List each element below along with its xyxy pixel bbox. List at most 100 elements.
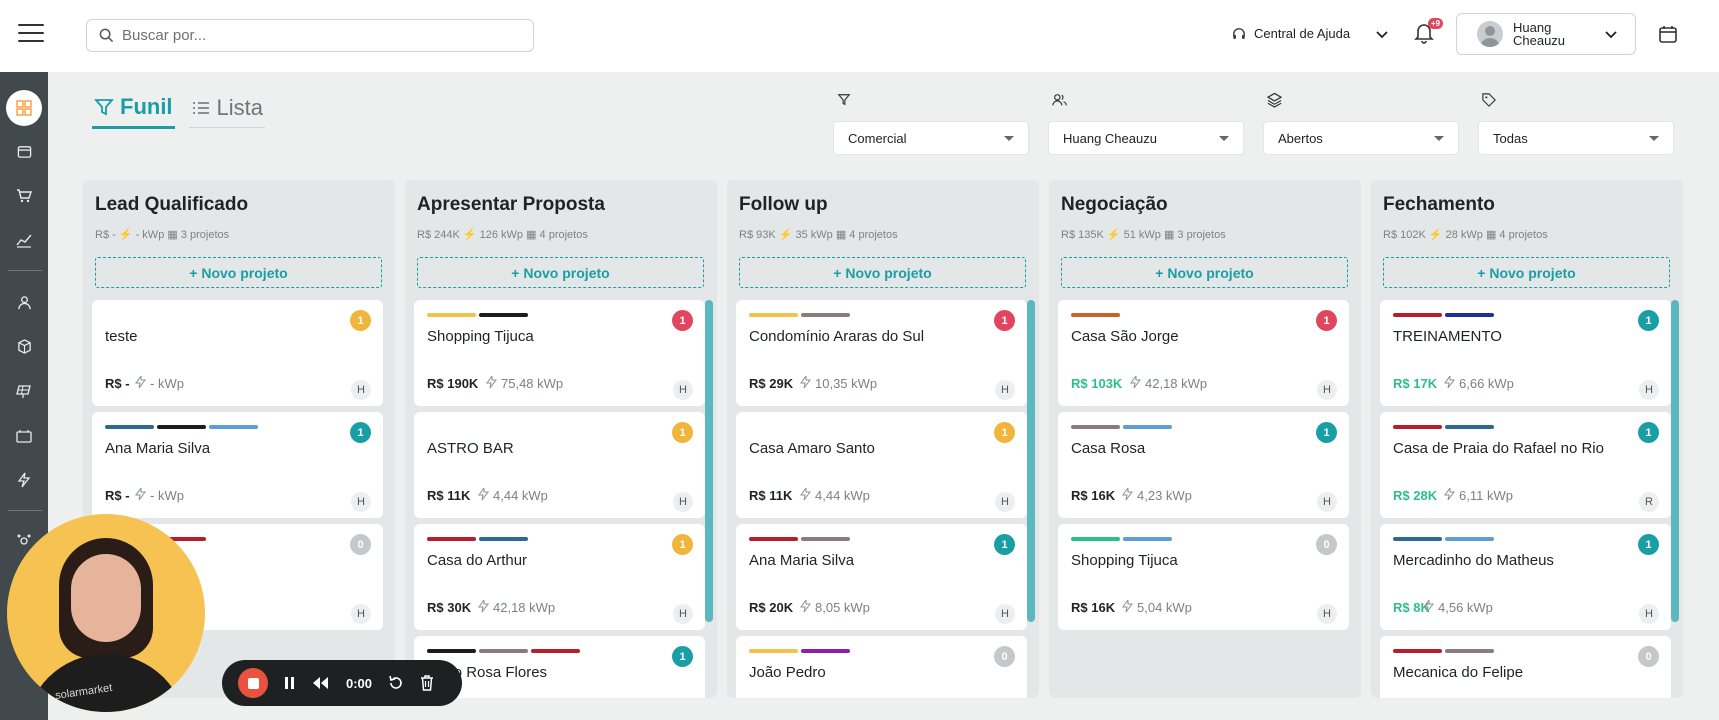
card-power: - kWp: [135, 486, 184, 503]
user-icon: [17, 295, 31, 309]
project-card[interactable]: Casa São Jorge 1 R$ 103K 42,18 kWp H: [1058, 300, 1349, 406]
filter-status: Abertos: [1263, 92, 1459, 155]
tab-funnel[interactable]: Funil: [92, 92, 175, 129]
card-price: R$ 17K: [1393, 376, 1438, 391]
project-card[interactable]: Mercadinho do Matheus 1 R$ 8K 4,56 kWp H: [1380, 524, 1671, 630]
card-title: Casa do Arthur: [427, 552, 528, 569]
column-scrollbar[interactable]: [1671, 300, 1679, 622]
tag-bar: [479, 537, 528, 541]
tag-bar: [749, 313, 798, 317]
pipeline-select[interactable]: Comercial: [833, 121, 1029, 155]
new-project-button[interactable]: + Novo projeto: [1383, 257, 1670, 288]
sidebar-item-products[interactable]: [0, 331, 48, 361]
card-power-value: 42,18 kWp: [1145, 376, 1208, 391]
sidebar-item-kanban[interactable]: [6, 90, 42, 126]
column-stats: R$ 244K ⚡ 126 kWp ▦ 4 projetos: [417, 229, 588, 241]
sidebar-item-integrations[interactable]: [0, 526, 48, 556]
project-card[interactable]: Shopping Tijuca 1 R$ 190K 75,48 kWp H: [414, 300, 705, 406]
project-card[interactable]: Mecanica do Felipe 0: [1380, 636, 1671, 698]
column-scrollbar[interactable]: [1027, 300, 1035, 622]
delete-button[interactable]: [420, 675, 434, 691]
filter-icon: [94, 99, 114, 116]
webcam-face: [71, 554, 141, 642]
owner-avatar: H: [351, 492, 371, 512]
project-card[interactable]: ASTRO BAR 1 R$ 11K 4,44 kWp H: [414, 412, 705, 518]
tag-bar: [479, 313, 528, 317]
lightning-icon: [800, 486, 815, 503]
tag-bar: [1445, 537, 1494, 541]
webcam-overlay: solarmarket: [7, 514, 205, 712]
tags-select[interactable]: Todas: [1478, 121, 1674, 155]
new-project-button[interactable]: + Novo projeto: [95, 257, 382, 288]
chevron-down-icon[interactable]: [1374, 26, 1390, 42]
tag-bar: [1071, 425, 1120, 429]
project-card[interactable]: Casa Rosa 1 R$ 16K 4,23 kWp H: [1058, 412, 1349, 518]
sidebar-item-calendar[interactable]: [0, 136, 48, 166]
project-card[interactable]: Casa de Praia do Rafael no Rio 1 R$ 28K 6,1…: [1380, 412, 1671, 518]
project-card[interactable]: Shopping Tijuca 0 R$ 16K 5,04 kWp H: [1058, 524, 1349, 630]
project-card[interactable]: Casa do Arthur 1 R$ 30K 42,18 kWp H: [414, 524, 705, 630]
stop-icon: [247, 677, 259, 689]
calendar-icon[interactable]: [1658, 24, 1678, 44]
chevron-down-icon: [1605, 31, 1617, 39]
search-input[interactable]: [122, 27, 502, 44]
lightning-icon: [478, 486, 493, 503]
project-card[interactable]: Adão Rosa Flores 1: [414, 636, 705, 698]
column-scrollbar[interactable]: [705, 300, 713, 622]
sidebar-item-solar[interactable]: [0, 376, 48, 406]
rewind-button[interactable]: [312, 676, 330, 690]
caret-down-icon: [1004, 135, 1014, 141]
status-select[interactable]: Abertos: [1263, 121, 1459, 155]
card-title: Condomínio Araras do Sul: [749, 328, 925, 345]
cart-icon: [17, 189, 32, 203]
column-title: Follow up: [739, 194, 828, 215]
card-power: 6,66 kWp: [1444, 374, 1514, 391]
card-power: - kWp: [135, 374, 184, 391]
card-title: Shopping Tijuca: [427, 328, 534, 345]
notifications-button[interactable]: +9: [1414, 18, 1444, 49]
tag-bar: [1445, 313, 1494, 317]
project-card[interactable]: TREINAMENTO 1 R$ 17K 6,66 kWp H: [1380, 300, 1671, 406]
sidebar-item-reports[interactable]: [0, 225, 48, 255]
sidebar-item-clients[interactable]: [0, 287, 48, 317]
column-title: Fechamento: [1383, 194, 1495, 215]
help-center-link[interactable]: Central de Ajuda: [1232, 26, 1350, 41]
card-title: Mercadinho do Matheus: [1393, 552, 1554, 569]
pipeline-column: Follow up R$ 93K ⚡ 35 kWp ▦ 4 projetos + N…: [727, 180, 1039, 698]
card-title: Mecanica do Felipe: [1393, 664, 1524, 681]
restart-button[interactable]: [388, 675, 404, 691]
sidebar-item-energy[interactable]: [0, 465, 48, 495]
project-card[interactable]: João Pedro 0: [736, 636, 1027, 698]
project-card[interactable]: Condomínio Araras do Sul 1 R$ 29K 10,35 kWp…: [736, 300, 1027, 406]
card-power: 6,11 kWp: [1444, 486, 1513, 503]
menu-icon[interactable]: [18, 24, 44, 44]
tag-bar: [1071, 537, 1120, 541]
tags-select-value: Todas: [1493, 130, 1528, 146]
chart-line-icon: [16, 234, 32, 248]
tag-bar: [531, 649, 580, 653]
new-project-button[interactable]: + Novo projeto: [1061, 257, 1348, 288]
project-card[interactable]: teste 1 R$ - - kWp H: [92, 300, 383, 406]
sidebar-item-cart[interactable]: [0, 181, 48, 211]
project-card[interactable]: Ana Maria Silva 1 R$ 20K 8,05 kWp H: [736, 524, 1027, 630]
project-card[interactable]: Ana Maria Silva 1 R$ - - kWp H: [92, 412, 383, 518]
search-box[interactable]: [86, 19, 534, 52]
card-count-badge: 1: [1638, 534, 1659, 555]
user-menu[interactable]: Huang Cheauzu: [1456, 13, 1636, 55]
stop-button[interactable]: [238, 668, 268, 698]
pause-button[interactable]: [284, 676, 296, 690]
lightning-icon: [1122, 598, 1137, 615]
card-count-badge: 1: [1316, 422, 1337, 443]
card-count-badge: 1: [1316, 310, 1337, 331]
new-project-button[interactable]: + Novo projeto: [417, 257, 704, 288]
tag-bar: [157, 537, 206, 541]
tag-bar: [1393, 313, 1442, 317]
sidebar-item-battery[interactable]: [0, 421, 48, 451]
owner-select[interactable]: Huang Cheauzu: [1048, 121, 1244, 155]
tag-bar: [801, 313, 850, 317]
tab-list[interactable]: Lista: [188, 93, 266, 128]
new-project-button[interactable]: + Novo projeto: [739, 257, 1026, 288]
tag-bar: [1393, 425, 1442, 429]
sidebar-divider: [8, 510, 42, 511]
project-card[interactable]: Casa Amaro Santo 1 R$ 11K 4,44 kWp H: [736, 412, 1027, 518]
